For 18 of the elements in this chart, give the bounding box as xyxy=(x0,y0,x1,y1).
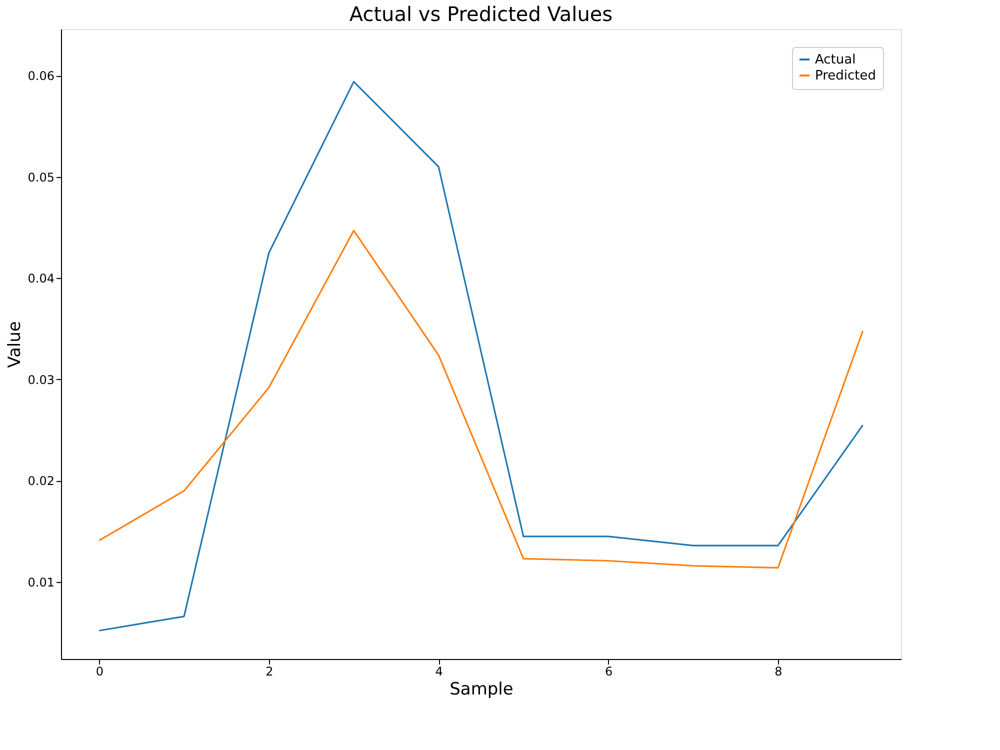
y-tick-label: 0.02 xyxy=(28,474,54,488)
y-tick-label: 0.01 xyxy=(28,576,54,590)
y-tick-label: 0.03 xyxy=(28,372,54,387)
x-axis-title: Sample xyxy=(450,680,514,700)
y-tick-label: 0.05 xyxy=(28,170,54,184)
y-axis-title: Value xyxy=(4,321,25,368)
chart-title: Actual vs Predicted Values xyxy=(349,2,613,26)
x-tick-label: 6 xyxy=(604,664,613,678)
y-tick-label: 0.04 xyxy=(28,272,54,286)
legend-label: Predicted xyxy=(815,68,876,84)
y-tick-label: 0.06 xyxy=(28,69,54,84)
x-tick-label: 2 xyxy=(266,664,274,678)
x-tick-label: 8 xyxy=(774,664,782,678)
x-tick-label: 4 xyxy=(435,664,443,678)
line-series xyxy=(98,230,864,569)
line-series xyxy=(98,80,864,632)
x-tick-label: 0 xyxy=(96,664,104,678)
legend-label: Actual xyxy=(815,52,856,68)
